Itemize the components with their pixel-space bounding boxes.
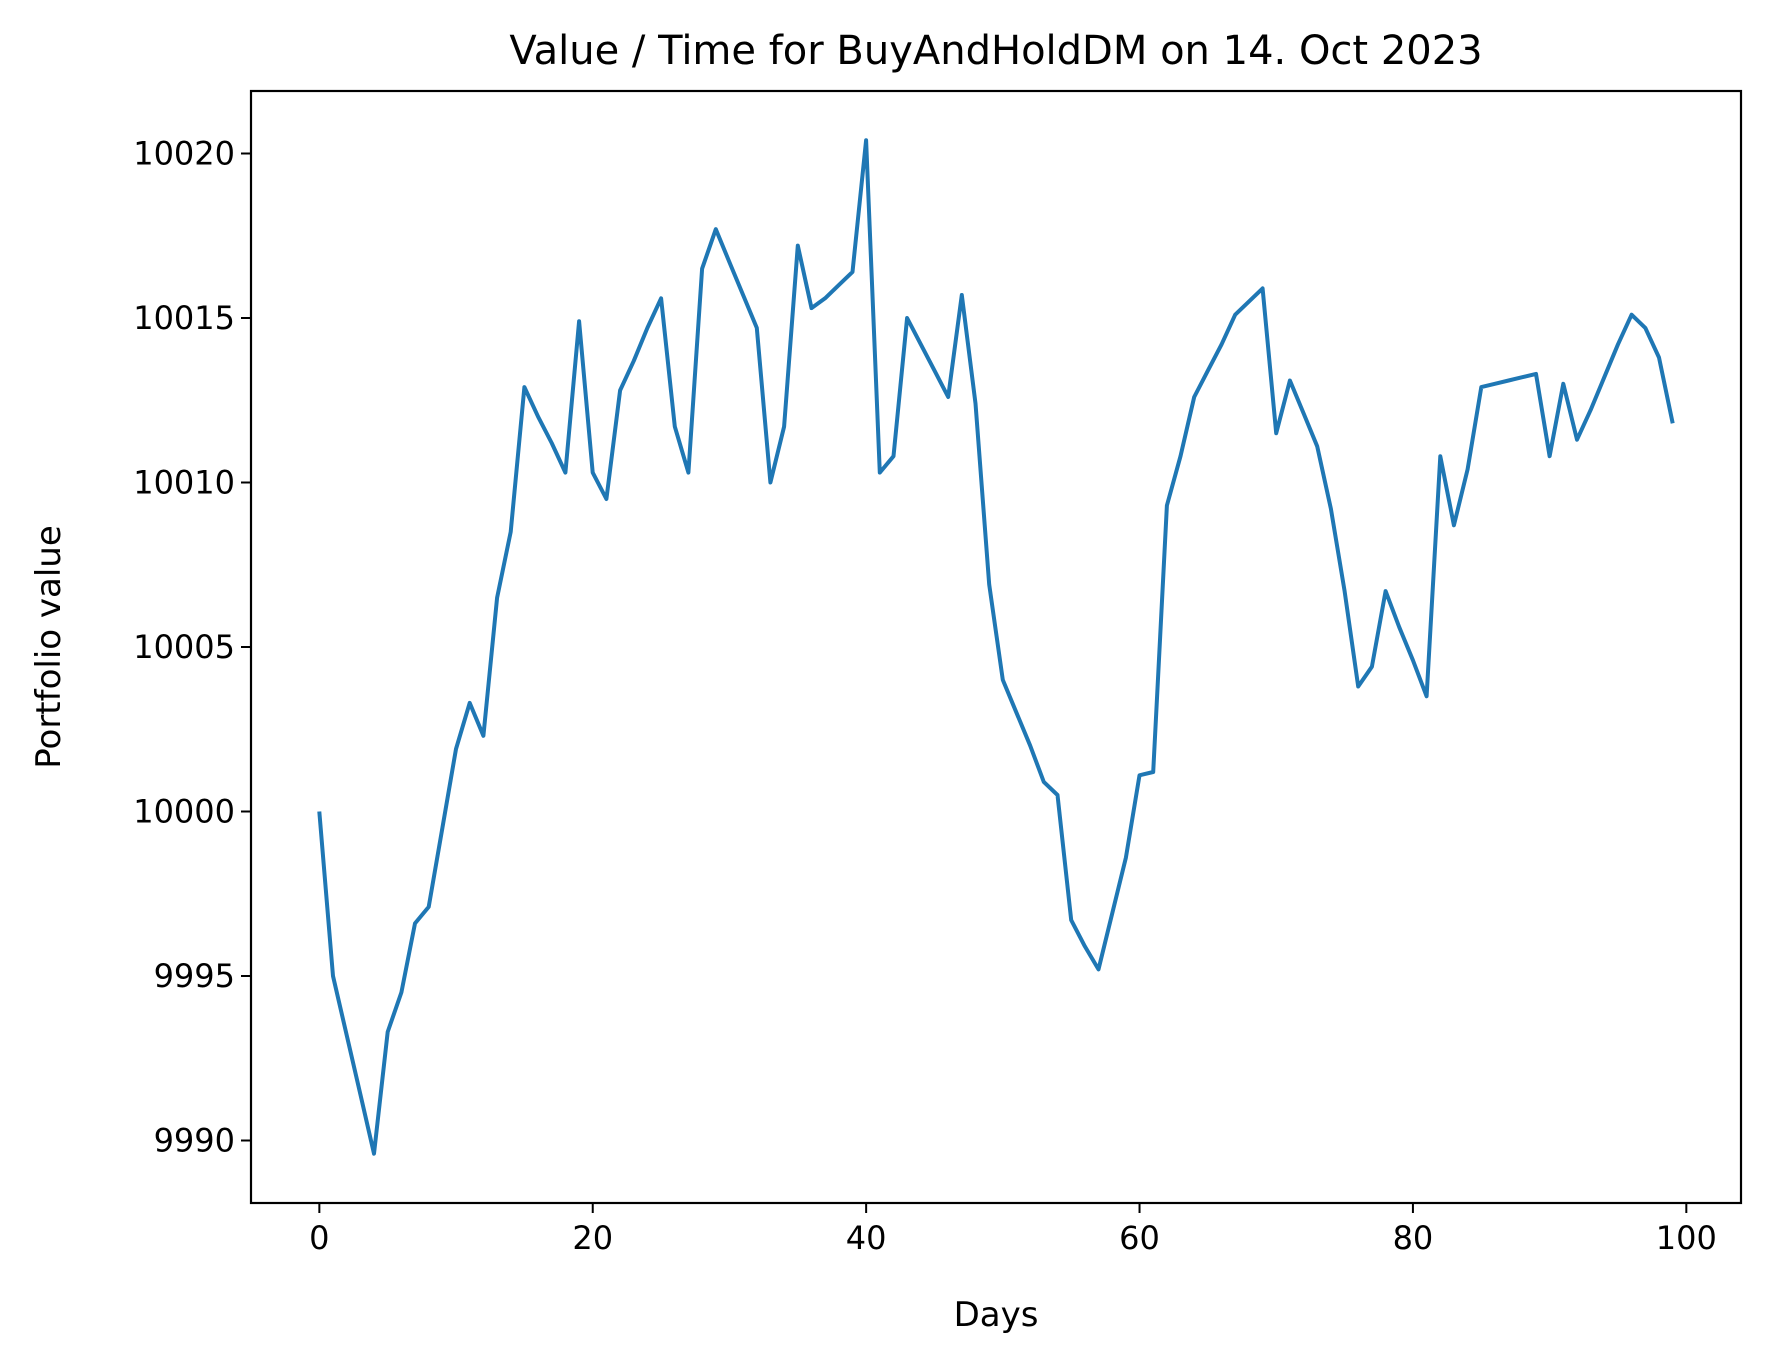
y-tick-label: 10000 <box>133 792 235 830</box>
y-tick-label: 10020 <box>133 135 235 173</box>
x-axis: 0 20 40 60 80 100 <box>309 1203 1717 1257</box>
x-tick-label: 40 <box>846 1219 887 1257</box>
x-axis-label: Days <box>954 1295 1039 1335</box>
x-tick-label: 60 <box>1119 1219 1160 1257</box>
x-tick-label: 100 <box>1656 1219 1717 1257</box>
chart-title: Value / Time for BuyAndHoldDM on 14. Oct… <box>509 28 1482 74</box>
y-tick-label: 9990 <box>154 1121 235 1159</box>
y-axis: 9990 9995 10000 10005 10010 10015 10020 <box>133 135 251 1159</box>
y-tick-label: 9995 <box>154 957 235 995</box>
x-tick-label: 20 <box>572 1219 613 1257</box>
axes-frame <box>249 89 1743 1205</box>
y-tick-label: 10010 <box>133 464 235 502</box>
y-tick-label: 10005 <box>133 628 235 666</box>
series-line-0 <box>317 138 1675 1156</box>
y-axis-label: Portfolio value <box>29 525 69 769</box>
plot-area <box>317 138 1675 1156</box>
y-tick-label: 10015 <box>133 299 235 337</box>
x-tick-label: 80 <box>1393 1219 1434 1257</box>
x-tick-label: 0 <box>309 1219 329 1257</box>
